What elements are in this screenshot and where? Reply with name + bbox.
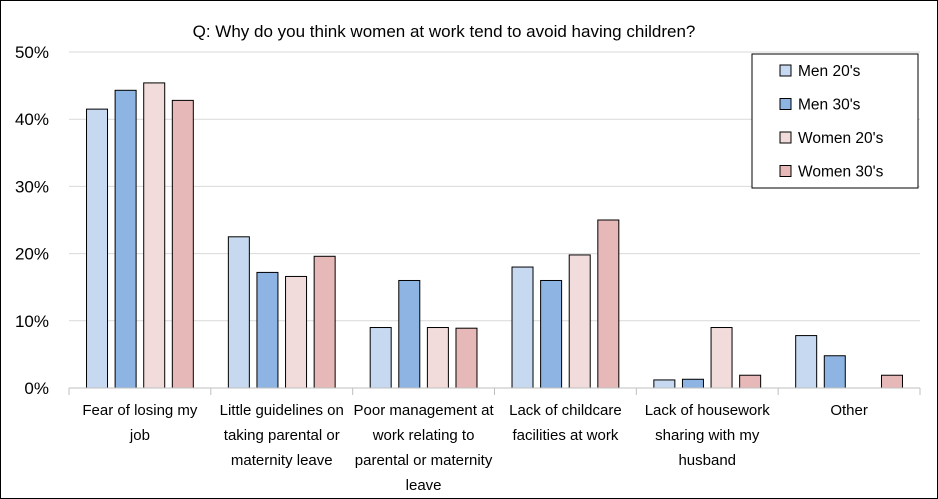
x-category-label: Other: [830, 402, 868, 419]
legend-swatch: [779, 131, 792, 144]
x-category-label: husband: [678, 452, 736, 469]
bar: [540, 279, 563, 389]
legend-label: Women 30's: [798, 164, 884, 181]
y-axis: 0% 10% 20% 30% 40% 50%: [15, 43, 49, 398]
bar: [568, 254, 591, 389]
chart-title: Q: Why do you think women at work tend t…: [193, 22, 696, 41]
x-category-label: Poor management at: [354, 402, 495, 419]
y-tick-label: 50%: [15, 43, 49, 62]
x-category-label: parental or maternity: [355, 452, 493, 469]
x-category-label: taking parental or: [224, 427, 340, 444]
bar: [739, 374, 762, 389]
legend-label: Men 20's: [798, 63, 861, 80]
bar: [880, 374, 903, 389]
bar: [511, 266, 534, 389]
bar: [653, 379, 676, 389]
legend: Men 20's Men 30's Women 20's Women 30's: [751, 53, 919, 189]
bar: [171, 99, 194, 389]
bar: [597, 219, 620, 389]
bar: [398, 279, 421, 389]
bar: [455, 327, 478, 389]
bar: [143, 82, 166, 389]
legend-label: Men 30's: [798, 97, 861, 114]
x-category-label: maternity leave: [231, 452, 333, 469]
bar: [227, 236, 250, 389]
bar: [86, 108, 109, 389]
legend-swatch: [779, 98, 792, 110]
bar: [256, 271, 279, 389]
x-category-label: facilities at work: [512, 427, 618, 444]
y-tick-label: 30%: [15, 177, 49, 196]
x-category-label: Little guidelines on: [220, 402, 344, 419]
bar: [313, 255, 336, 389]
bar: [426, 327, 449, 389]
bar: [114, 89, 137, 389]
bar: [681, 378, 704, 389]
y-tick-label: 10%: [15, 312, 49, 331]
x-category-label: Lack of childcare: [509, 402, 622, 419]
legend-swatch: [779, 64, 792, 77]
x-category-label: Fear of losing my: [82, 402, 198, 419]
legend-swatch: [779, 165, 792, 177]
x-category-label: sharing with my: [655, 427, 760, 444]
bar: [369, 327, 392, 389]
y-tick-label: 20%: [15, 245, 49, 264]
legend-label: Women 20's: [798, 130, 884, 147]
x-category-label: Lack of housework: [645, 402, 771, 419]
bar: [795, 335, 818, 389]
y-tick-label: 40%: [15, 110, 49, 129]
x-axis: Fear of losing my job Little guidelines on…: [68, 387, 921, 494]
bar: [285, 275, 308, 389]
x-category-label: leave: [406, 477, 442, 494]
bar: [823, 355, 846, 389]
bar: [710, 327, 733, 389]
x-category-label: work relating to: [372, 427, 475, 444]
y-tick-label: 0%: [24, 379, 49, 398]
x-category-label: job: [129, 427, 150, 444]
